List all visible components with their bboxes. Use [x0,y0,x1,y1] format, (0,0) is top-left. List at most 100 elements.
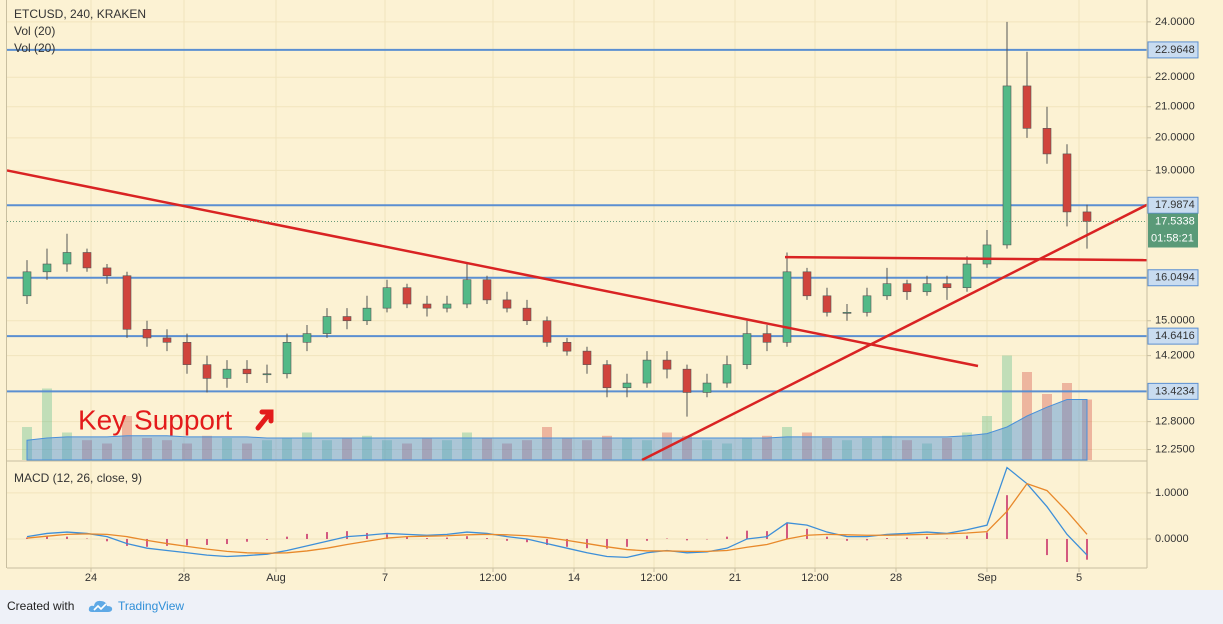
histogram-bar [106,538,108,542]
volume-bar [1042,394,1052,460]
candle-body [862,295,872,313]
candle-body [62,252,72,265]
volume-bar [542,427,552,460]
candle-body [902,283,912,293]
histogram-bar [566,538,568,547]
candle-body [542,320,552,343]
level-label-box [1147,196,1199,214]
histogram-bar [306,533,308,539]
volume-bar [562,438,572,460]
y-tick-label: 22.0000 [1155,71,1195,83]
volume-bar [322,440,332,460]
histogram-bar [846,538,848,541]
volume-bar [222,438,232,460]
volume-bar [1002,355,1012,460]
candle-body [202,364,212,379]
volume-bar [162,440,172,460]
candle-body [1042,128,1052,155]
volume-bar [722,443,732,460]
volume-bar [402,443,412,460]
volume-bar [302,432,312,460]
x-tick-label: 12:00 [801,572,829,584]
candle-body [662,359,672,370]
histogram-bar [1066,538,1068,563]
annotation-arrow [255,409,274,431]
histogram-bar [146,538,148,547]
indicator-label: Vol (20) [14,41,55,55]
annotation: Key Support [78,404,232,435]
histogram-bar [526,538,528,543]
candle-body [382,287,392,309]
x-tick-label: 12:00 [640,572,668,584]
candle-body [722,364,732,384]
histogram-bar [1046,538,1048,556]
volume-bar [782,427,792,460]
volume-bar [282,438,292,460]
histogram-bar [726,536,728,539]
candle-body [142,328,152,339]
histogram-bar [486,538,488,539]
volume-bar [622,438,632,460]
volume-bar [882,435,892,460]
histogram-bar [226,538,228,545]
volume-bar [422,438,432,460]
volume-bar [242,443,252,460]
histogram-bar [966,535,968,539]
volume-bar [182,443,192,460]
histogram-bar [626,538,628,547]
candle-body [842,312,852,314]
volume-bar [362,435,372,460]
candle-body [882,283,892,297]
level-label: 17.9874 [1155,199,1195,211]
x-tick-label: 24 [85,572,97,584]
candle-body [222,368,232,379]
candle-body [462,279,472,305]
macd-line [26,466,1088,559]
candle-body [962,263,972,289]
indicator-label: Vol (20) [14,24,55,38]
last-price-box [1148,213,1198,248]
y-tick-label: 20.0000 [1155,132,1195,144]
histogram-bar [786,522,788,539]
volume-bar [262,440,272,460]
histogram-bar [246,538,248,542]
footer-brand[interactable]: TradingView [118,599,185,613]
level-label-box [1147,382,1199,400]
candle-body [1082,211,1092,222]
candle-body [162,337,172,343]
y-tick-label: 12.8000 [1155,416,1195,428]
trendline [641,203,1148,462]
volume-bar [922,443,932,460]
candle-body [942,283,952,289]
histogram-bar [466,536,468,539]
volume-bar [82,440,92,460]
histogram-bar [986,532,988,539]
histogram-bar [286,536,288,539]
volume-bar [442,440,452,460]
histogram-bar [606,538,608,549]
histogram-bar [746,530,748,539]
candle-body [1002,85,1012,246]
histogram-bar [366,532,368,539]
candle-body [822,295,832,313]
candle-body [582,350,592,365]
histogram-bar [386,534,388,539]
candle-body [342,316,352,322]
histogram-bar [166,538,168,546]
volume-bar [522,440,532,460]
histogram-bar [546,538,548,545]
volume-bar [142,438,152,460]
x-tick-label: 28 [178,572,190,584]
candle-body [282,342,292,375]
candle-body [362,307,372,322]
volume-bar [822,438,832,460]
volume-bar [802,432,812,460]
volume-bar [742,438,752,460]
candle-body [522,307,532,322]
histogram-bar [326,532,328,539]
candle-body [442,303,452,309]
histogram-bar [506,538,508,541]
candle-body [502,299,512,309]
candle-body [422,303,432,309]
macd-line [26,482,1088,554]
